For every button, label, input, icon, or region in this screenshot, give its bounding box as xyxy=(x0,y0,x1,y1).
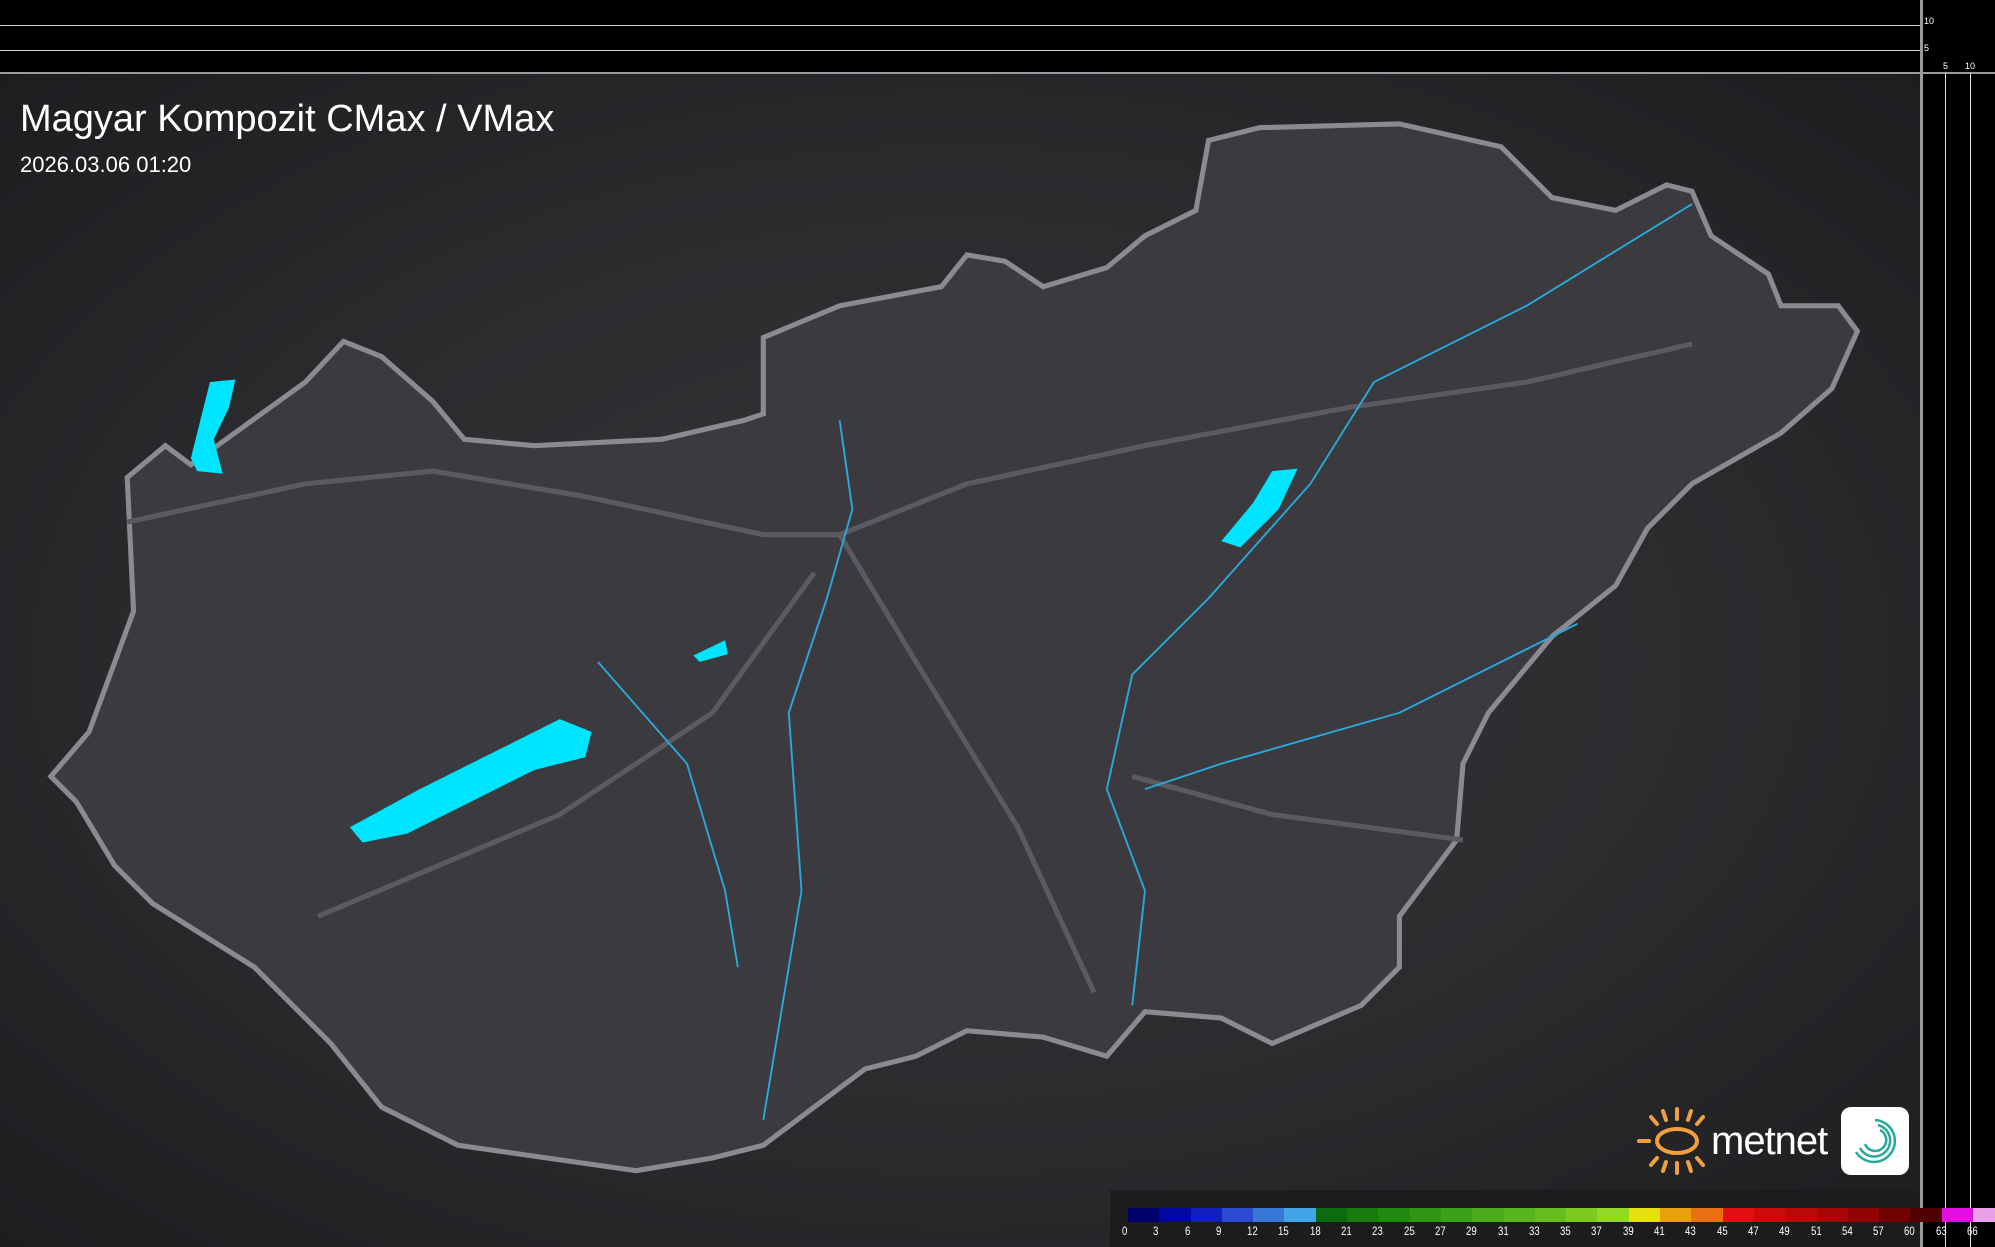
sun-icon xyxy=(1637,1107,1705,1175)
legend-label: 43 xyxy=(1685,1224,1697,1238)
legend-label: 49 xyxy=(1779,1224,1790,1238)
country-border xyxy=(47,121,1861,1174)
legend-swatch xyxy=(1221,1208,1254,1222)
scale-line-5 xyxy=(0,50,1921,51)
legend-swatch xyxy=(1566,1208,1598,1222)
legend-label: 51 xyxy=(1810,1224,1822,1238)
legend-label: 60 xyxy=(1904,1224,1916,1238)
legend-swatch xyxy=(1753,1208,1786,1222)
lake-tisza xyxy=(1221,468,1298,548)
top-separator xyxy=(0,72,1995,74)
legend-label: 39 xyxy=(1622,1224,1634,1238)
legend-label: 29 xyxy=(1466,1224,1477,1238)
legend-label: 9 xyxy=(1215,1224,1222,1238)
legend-label: 35 xyxy=(1560,1224,1571,1238)
legend-swatch xyxy=(1910,1208,1942,1222)
legend-label: 12 xyxy=(1247,1224,1258,1238)
legend-label: 31 xyxy=(1497,1224,1509,1238)
legend-swatch xyxy=(1785,1208,1817,1222)
legend-swatch xyxy=(1472,1208,1504,1222)
right-separator xyxy=(1920,0,1923,1247)
lake-balaton xyxy=(349,719,592,843)
legend-swatch xyxy=(1597,1208,1629,1222)
rivers xyxy=(597,203,1693,1120)
legend-swatch xyxy=(1347,1208,1379,1222)
legend-swatch xyxy=(1315,1208,1348,1222)
legend-label: 47 xyxy=(1747,1224,1759,1238)
legend-label: 41 xyxy=(1654,1224,1665,1238)
legend-swatch xyxy=(1440,1208,1473,1222)
legend-swatch xyxy=(1534,1208,1567,1222)
scale-line-10 xyxy=(0,25,1921,26)
legend-swatch xyxy=(1941,1208,1974,1222)
legend-color-bar xyxy=(1128,1208,1995,1222)
legend-label: 54 xyxy=(1841,1224,1853,1238)
county-borders xyxy=(126,341,1693,994)
legend-swatch xyxy=(1409,1208,1441,1222)
lake-neusiedl xyxy=(190,379,236,474)
legend-label: 23 xyxy=(1372,1224,1384,1238)
legend-label: 25 xyxy=(1403,1224,1415,1238)
metnet-logo: metnet xyxy=(1635,1105,1910,1177)
scale-label: 10 xyxy=(1924,16,1935,26)
legend-label: 18 xyxy=(1309,1224,1321,1238)
spiral-icon xyxy=(1855,1118,1897,1164)
dbz-legend: 0 3 6 9 12 15 18 21 23 25 27 29 31 33 35 37 39 41 43 45 47 49… xyxy=(1110,1190,1995,1247)
radar-map[interactable] xyxy=(0,73,1921,1247)
legend-label: 0 xyxy=(1122,1224,1128,1238)
legend-label: 45 xyxy=(1716,1224,1728,1238)
legend-label: 33 xyxy=(1528,1224,1540,1238)
lake-velence xyxy=(693,640,728,662)
legend-swatch xyxy=(1847,1208,1880,1222)
scale-label: 5 xyxy=(1924,43,1930,53)
legend-label: 63 xyxy=(1935,1224,1947,1238)
map-timestamp: 2026.03.06 01:20 xyxy=(20,152,192,177)
legend-swatch xyxy=(1284,1208,1316,1222)
legend-swatch xyxy=(1253,1208,1285,1222)
legend-swatch xyxy=(1128,1208,1160,1222)
scale-label: 5 xyxy=(1943,61,1949,71)
legend-swatch xyxy=(1691,1208,1723,1222)
legend-swatch xyxy=(1879,1208,1911,1222)
legend-swatch xyxy=(1660,1208,1692,1222)
legend-label: 3 xyxy=(1153,1224,1159,1238)
legend-label: 37 xyxy=(1591,1224,1603,1238)
legend-swatch xyxy=(1973,1208,1995,1222)
lakes xyxy=(190,379,1298,843)
map-title: Magyar Kompozit CMax / VMax xyxy=(20,98,555,140)
legend-label: 66 xyxy=(1967,1224,1978,1238)
legend-swatch xyxy=(1503,1208,1535,1222)
app-icon xyxy=(1841,1107,1910,1175)
legend-swatch xyxy=(1159,1208,1191,1222)
legend-label: 21 xyxy=(1341,1224,1352,1238)
scale-vline-5 xyxy=(1945,73,1946,1247)
legend-swatch xyxy=(1190,1208,1222,1222)
scale-vline-10 xyxy=(1970,73,1971,1247)
legend-labels: 0 3 6 9 12 15 18 21 23 25 27 29 31 33 35 37 39 41 43 45 47 49… xyxy=(1122,1224,1995,1238)
legend-swatch xyxy=(1378,1208,1410,1222)
legend-swatch xyxy=(1816,1208,1848,1222)
scale-label: 10 xyxy=(1965,61,1976,71)
legend-swatch xyxy=(1628,1208,1661,1222)
legend-label: 27 xyxy=(1434,1224,1446,1238)
logo-text: metnet xyxy=(1711,1118,1828,1163)
legend-swatch xyxy=(1722,1208,1754,1222)
legend-label: 6 xyxy=(1184,1224,1190,1238)
legend-label: 57 xyxy=(1873,1224,1884,1238)
legend-label: 15 xyxy=(1278,1224,1290,1238)
hungary-map xyxy=(47,121,1861,1174)
